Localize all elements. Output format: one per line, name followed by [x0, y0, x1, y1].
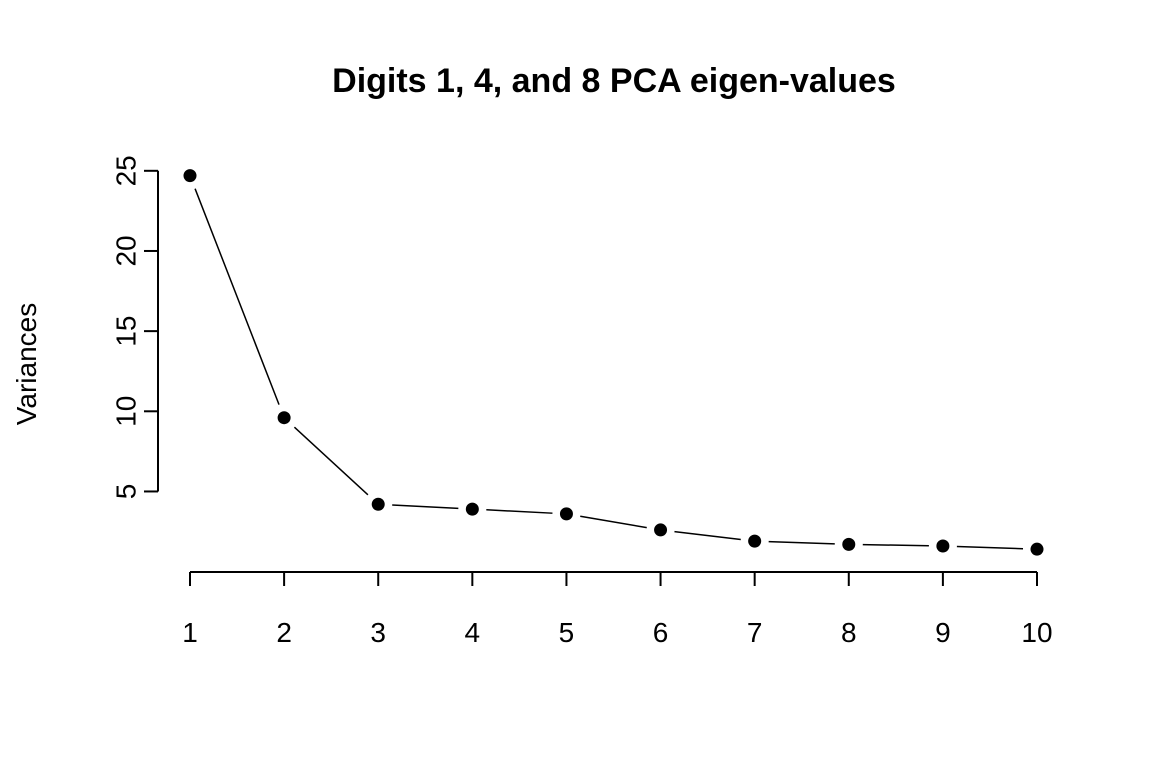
series-segment: [194, 188, 280, 405]
x-tick-label: 1: [182, 617, 198, 648]
y-tick-label: 10: [110, 396, 141, 427]
chart-title: Digits 1, 4, and 8 PCA eigen-values: [332, 62, 896, 100]
data-point: [654, 523, 668, 537]
series-points: [183, 169, 1044, 556]
data-point: [371, 497, 385, 511]
x-tick-label: 3: [370, 617, 386, 648]
y-axis: 5 10 15 20 25: [110, 155, 159, 500]
x-tick-label: 6: [653, 617, 669, 648]
y-tick-label: 15: [110, 316, 141, 347]
data-point: [936, 539, 950, 553]
series-segment: [956, 545, 1024, 550]
series-segment: [392, 504, 459, 510]
data-point: [1030, 542, 1044, 556]
data-point: [559, 507, 573, 521]
x-tick-label: 5: [559, 617, 575, 648]
data-point: [277, 411, 291, 425]
series-segment: [862, 543, 929, 547]
series-segment: [768, 540, 835, 545]
x-tick-label: 10: [1021, 617, 1052, 648]
data-point: [183, 169, 197, 183]
x-tick-label: 2: [276, 617, 292, 648]
x-tick-label: 9: [935, 617, 951, 648]
y-axis-label: Variances: [11, 303, 42, 425]
y-tick-label: 25: [110, 155, 141, 186]
x-tick-label: 4: [465, 617, 481, 648]
y-tick-label: 20: [110, 235, 141, 266]
y-tick-label: 5: [110, 484, 141, 500]
x-tick-label: 8: [841, 617, 857, 648]
data-point: [465, 502, 479, 516]
series-segment: [486, 509, 553, 514]
series-lines: [194, 188, 1024, 550]
series-segment: [580, 515, 647, 529]
x-tick-label: 7: [747, 617, 763, 648]
series-segment: [293, 426, 369, 496]
x-axis: 1 2 3 4 5 6 7 8 9 10: [182, 571, 1053, 648]
data-point: [842, 537, 856, 551]
series-segment: [674, 530, 741, 541]
data-point: [748, 534, 762, 548]
